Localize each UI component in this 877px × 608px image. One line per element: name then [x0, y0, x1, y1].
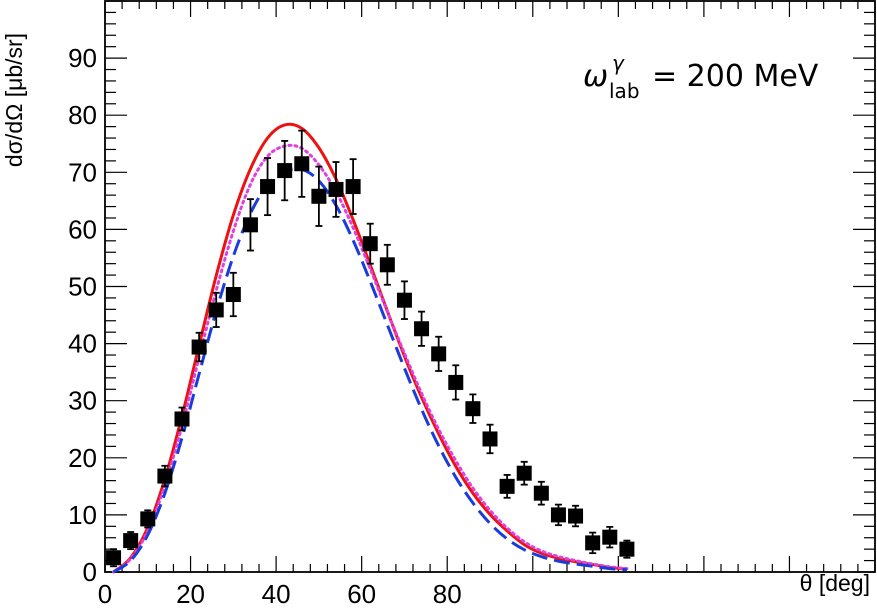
data-point [311, 188, 327, 204]
data-point [123, 533, 139, 549]
data-point [396, 292, 412, 308]
energy-annotation: ω γ lab = 200 MeV [583, 51, 819, 103]
data-points [106, 129, 635, 568]
data-point [157, 468, 173, 484]
series-red-solid [112, 122, 628, 574]
omega-symbol: ω [583, 59, 608, 94]
model-curves [112, 122, 629, 574]
x-tick-label: 80 [433, 579, 462, 608]
data-point [277, 163, 293, 179]
data-point [106, 550, 122, 566]
data-point [482, 431, 498, 447]
data-point [568, 508, 584, 524]
x-tick-label: 40 [262, 579, 291, 608]
data-point [431, 346, 447, 362]
data-point [174, 411, 190, 427]
data-point [140, 511, 156, 527]
data-point [499, 478, 515, 494]
y-tick-label: 0 [83, 557, 97, 587]
series-magenta-dotted [112, 143, 629, 574]
data-point [516, 465, 532, 481]
series-blue-dashed [112, 167, 627, 574]
data-point [550, 507, 566, 523]
data-point [294, 156, 310, 172]
y-tick-label: 50 [68, 272, 97, 302]
y-tick-label: 60 [68, 214, 97, 244]
data-point [225, 286, 241, 302]
data-point [448, 374, 464, 390]
energy-value: = 200 MeV [652, 59, 819, 94]
data-point [414, 321, 430, 337]
y-tick-label: 40 [68, 329, 97, 359]
y-tick-label: 70 [68, 157, 97, 187]
lab-subscript: lab [609, 79, 640, 103]
axis-ticks [104, 0, 876, 573]
y-tick-label: 90 [68, 43, 97, 73]
y-tick-label: 80 [68, 100, 97, 130]
data-point [191, 339, 207, 355]
data-point [242, 217, 258, 233]
x-tick-label: 60 [347, 579, 376, 608]
y-tick-label: 30 [68, 386, 97, 416]
data-point [362, 236, 378, 252]
data-point [619, 541, 635, 557]
data-point [379, 257, 395, 273]
data-point [260, 179, 276, 195]
x-axis-label: θ [deg] [800, 570, 870, 596]
y-tick-label: 20 [68, 443, 97, 473]
x-tick-label: 0 [98, 579, 112, 608]
y-axis-label: dσ/dΩ [μb/sr] [1, 33, 27, 167]
data-point [208, 302, 224, 318]
data-point [533, 485, 549, 501]
y-tick-label: 10 [68, 500, 97, 530]
data-point [328, 181, 344, 197]
tick-labels: 0 20 40 60 80 0 10 20 30 40 50 60 70 80 90 [68, 43, 462, 608]
gamma-superscript: γ [612, 51, 625, 75]
data-point [602, 529, 618, 545]
data-point [465, 401, 481, 417]
data-point [345, 179, 361, 195]
data-point [585, 535, 601, 551]
x-tick-label: 20 [176, 579, 205, 608]
